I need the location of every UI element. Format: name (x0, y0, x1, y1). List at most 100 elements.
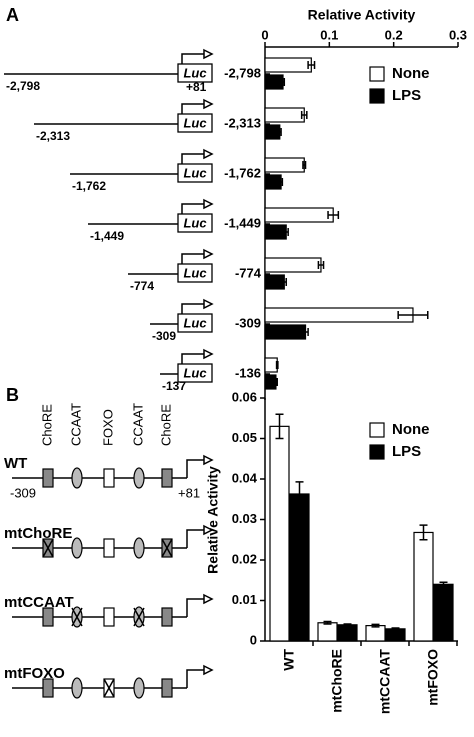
error-bar (343, 623, 352, 627)
ccaat-element (71, 467, 83, 489)
bar (264, 74, 284, 90)
y-tick-label: 0 (250, 632, 257, 647)
element-label: FOXO (100, 409, 115, 446)
element-label: ChoRE (39, 404, 54, 446)
start-label: -309 (152, 329, 176, 343)
bar (269, 425, 290, 642)
legend-label: LPS (392, 443, 421, 460)
y-tick-label: -2,313 (224, 115, 261, 130)
error-bar (279, 178, 284, 186)
x-tick-label: mtFOXO (425, 649, 441, 706)
tss-arrow (186, 598, 204, 617)
y-tick-label: -1,762 (224, 165, 261, 180)
tss-arrow (186, 529, 204, 548)
error-bar (273, 378, 278, 386)
construct-name: mtFOXO (4, 665, 65, 682)
tss-arrow (181, 353, 204, 364)
start-label: -1,449 (90, 229, 124, 243)
foxo-element (103, 607, 115, 627)
reporter-label: Luc (183, 65, 207, 80)
bar (264, 257, 322, 273)
panel-label: A (6, 5, 19, 25)
bar (264, 174, 282, 190)
bar (365, 625, 386, 642)
chore-element (42, 607, 54, 627)
construct-name: mtCCAAT (4, 594, 74, 611)
end-label: +81 (178, 485, 200, 500)
construct-name: WT (4, 455, 27, 472)
arrow-head (203, 524, 214, 536)
start-label: -2,313 (36, 129, 70, 143)
tss-arrow (186, 459, 204, 478)
start-label: -137 (162, 379, 186, 393)
error-bar (327, 211, 340, 219)
error-bar (391, 627, 400, 631)
ccaat-element (71, 537, 83, 559)
ccaat-element (71, 677, 83, 699)
mutation-cross (161, 538, 173, 558)
y-tick-label: 0.01 (232, 592, 257, 607)
ccaat-element (133, 677, 145, 699)
bar (433, 583, 454, 642)
y-tick-label: -774 (235, 265, 262, 280)
y-tick-label: -309 (235, 315, 261, 330)
x-tick-label: 0 (261, 27, 268, 42)
legend-swatch (369, 444, 385, 460)
bar (264, 207, 334, 223)
error-bar (277, 128, 282, 136)
bar (264, 357, 278, 373)
foxo-element (103, 468, 115, 488)
y-tick-label: 0.03 (232, 511, 257, 526)
legend-swatch (369, 422, 385, 438)
mutation-cross (71, 607, 83, 627)
chart-title: Relative Activity (308, 7, 416, 23)
x-tick-label: mtChoRE (329, 649, 345, 713)
mutation-cross (42, 538, 54, 558)
y-tick-label: 0.02 (232, 551, 257, 566)
error-bar (397, 311, 429, 319)
x-tick-label: 0.1 (320, 27, 338, 42)
chore-element (42, 678, 54, 698)
bar (385, 628, 406, 642)
error-bar (302, 328, 309, 336)
reporter-label: Luc (183, 315, 207, 330)
error-bar (371, 623, 380, 628)
y-tick-label: 0.04 (232, 470, 258, 485)
arrow-head (203, 98, 214, 110)
x-tick-label: mtCCAAT (377, 649, 393, 715)
error-bar (419, 524, 428, 541)
y-tick-label: -2,798 (224, 65, 261, 80)
y-tick-label: 0.05 (232, 430, 257, 445)
tss-arrow (181, 153, 204, 164)
start-label: -309 (10, 485, 36, 500)
error-bar (323, 620, 332, 625)
bar (264, 274, 285, 290)
reporter-label: Luc (183, 115, 207, 130)
end-label: +81 (186, 80, 207, 94)
element-label: CCAAT (68, 403, 83, 446)
element-label: CCAAT (130, 403, 145, 446)
bar (264, 307, 414, 323)
foxo-element (103, 538, 115, 558)
error-bar (281, 278, 287, 286)
chore-element (42, 468, 54, 488)
start-label: -774 (130, 279, 154, 293)
reporter-box (177, 163, 213, 183)
y-axis-label: Relative Activity (205, 466, 221, 574)
error-bar (317, 261, 325, 269)
arrow-head (203, 148, 214, 160)
y-tick-label: 0.06 (232, 389, 257, 404)
x-tick-label: WT (281, 649, 297, 671)
reporter-box (177, 63, 213, 83)
reporter-box (177, 113, 213, 133)
tss-arrow (181, 303, 204, 314)
legend-swatch (369, 66, 385, 82)
arrow-head (203, 593, 214, 605)
bar (289, 493, 310, 642)
mutation-cross (103, 678, 115, 698)
construct-name: mtChoRE (4, 525, 72, 542)
bar (264, 224, 287, 240)
reporter-box (177, 263, 213, 283)
y-tick-label: -1,449 (224, 215, 261, 230)
